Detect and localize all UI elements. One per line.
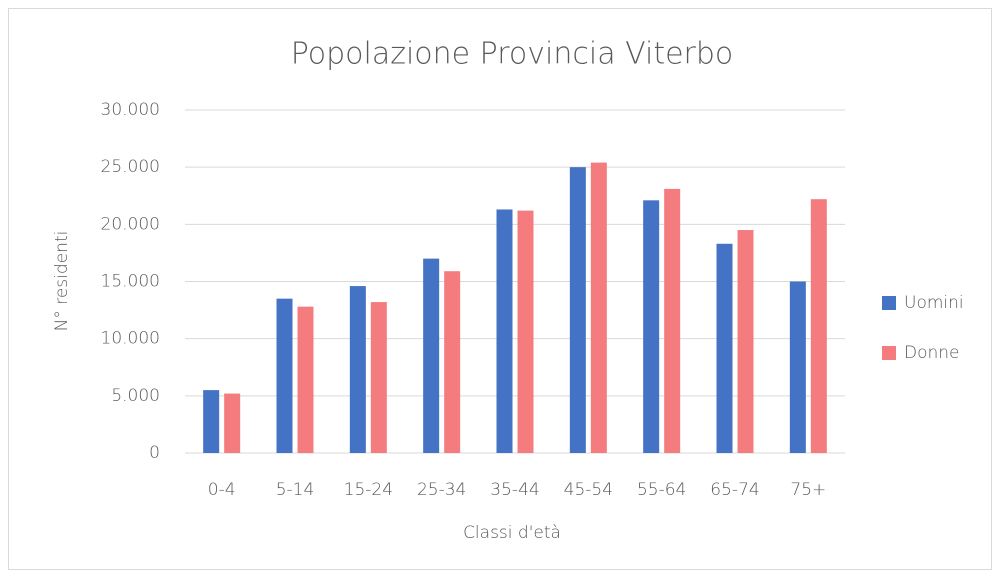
bar xyxy=(569,167,586,453)
x-tick-label: 55-64 xyxy=(637,480,686,500)
bar xyxy=(643,200,660,453)
x-tick-label: 45-54 xyxy=(564,480,613,500)
bar xyxy=(370,302,387,453)
legend-swatch xyxy=(882,346,896,360)
bar xyxy=(789,281,806,453)
bar xyxy=(716,243,733,453)
bar xyxy=(444,271,461,453)
y-tick-label: 0 xyxy=(149,443,160,463)
legend-label: Donne xyxy=(904,343,960,363)
legend-swatch xyxy=(882,296,896,310)
x-axis-label: Classi d'età xyxy=(463,523,561,543)
bar xyxy=(737,230,754,453)
bar xyxy=(517,210,534,453)
y-tick-label: 15.000 xyxy=(101,272,160,292)
bar xyxy=(810,199,827,453)
x-tick-label: 65-74 xyxy=(710,480,759,500)
bar xyxy=(203,390,220,453)
bar xyxy=(423,258,440,453)
x-tick-label: 25-34 xyxy=(417,480,466,500)
x-tick-label: 35-44 xyxy=(490,480,539,500)
bar xyxy=(276,298,293,453)
y-tick-label: 25.000 xyxy=(101,157,160,177)
chart-title: Popolazione Provincia Viterbo xyxy=(291,37,734,72)
y-axis-label: N° residenti xyxy=(52,231,72,332)
bar xyxy=(664,188,681,453)
y-tick-label: 20.000 xyxy=(101,214,160,234)
y-tick-label: 30.000 xyxy=(101,100,160,120)
x-tick-label: 0-4 xyxy=(208,480,236,500)
bar xyxy=(496,209,513,453)
x-tick-label: 15-24 xyxy=(344,480,393,500)
y-tick-label: 10.000 xyxy=(101,329,160,349)
legend-label: Uomini xyxy=(904,293,964,313)
bar xyxy=(224,393,241,453)
bar xyxy=(349,286,366,453)
x-tick-label: 75+ xyxy=(790,480,826,500)
x-tick-label: 5-14 xyxy=(276,480,315,500)
bar xyxy=(590,162,607,454)
bar xyxy=(297,306,314,453)
y-tick-label: 5.000 xyxy=(111,386,160,406)
